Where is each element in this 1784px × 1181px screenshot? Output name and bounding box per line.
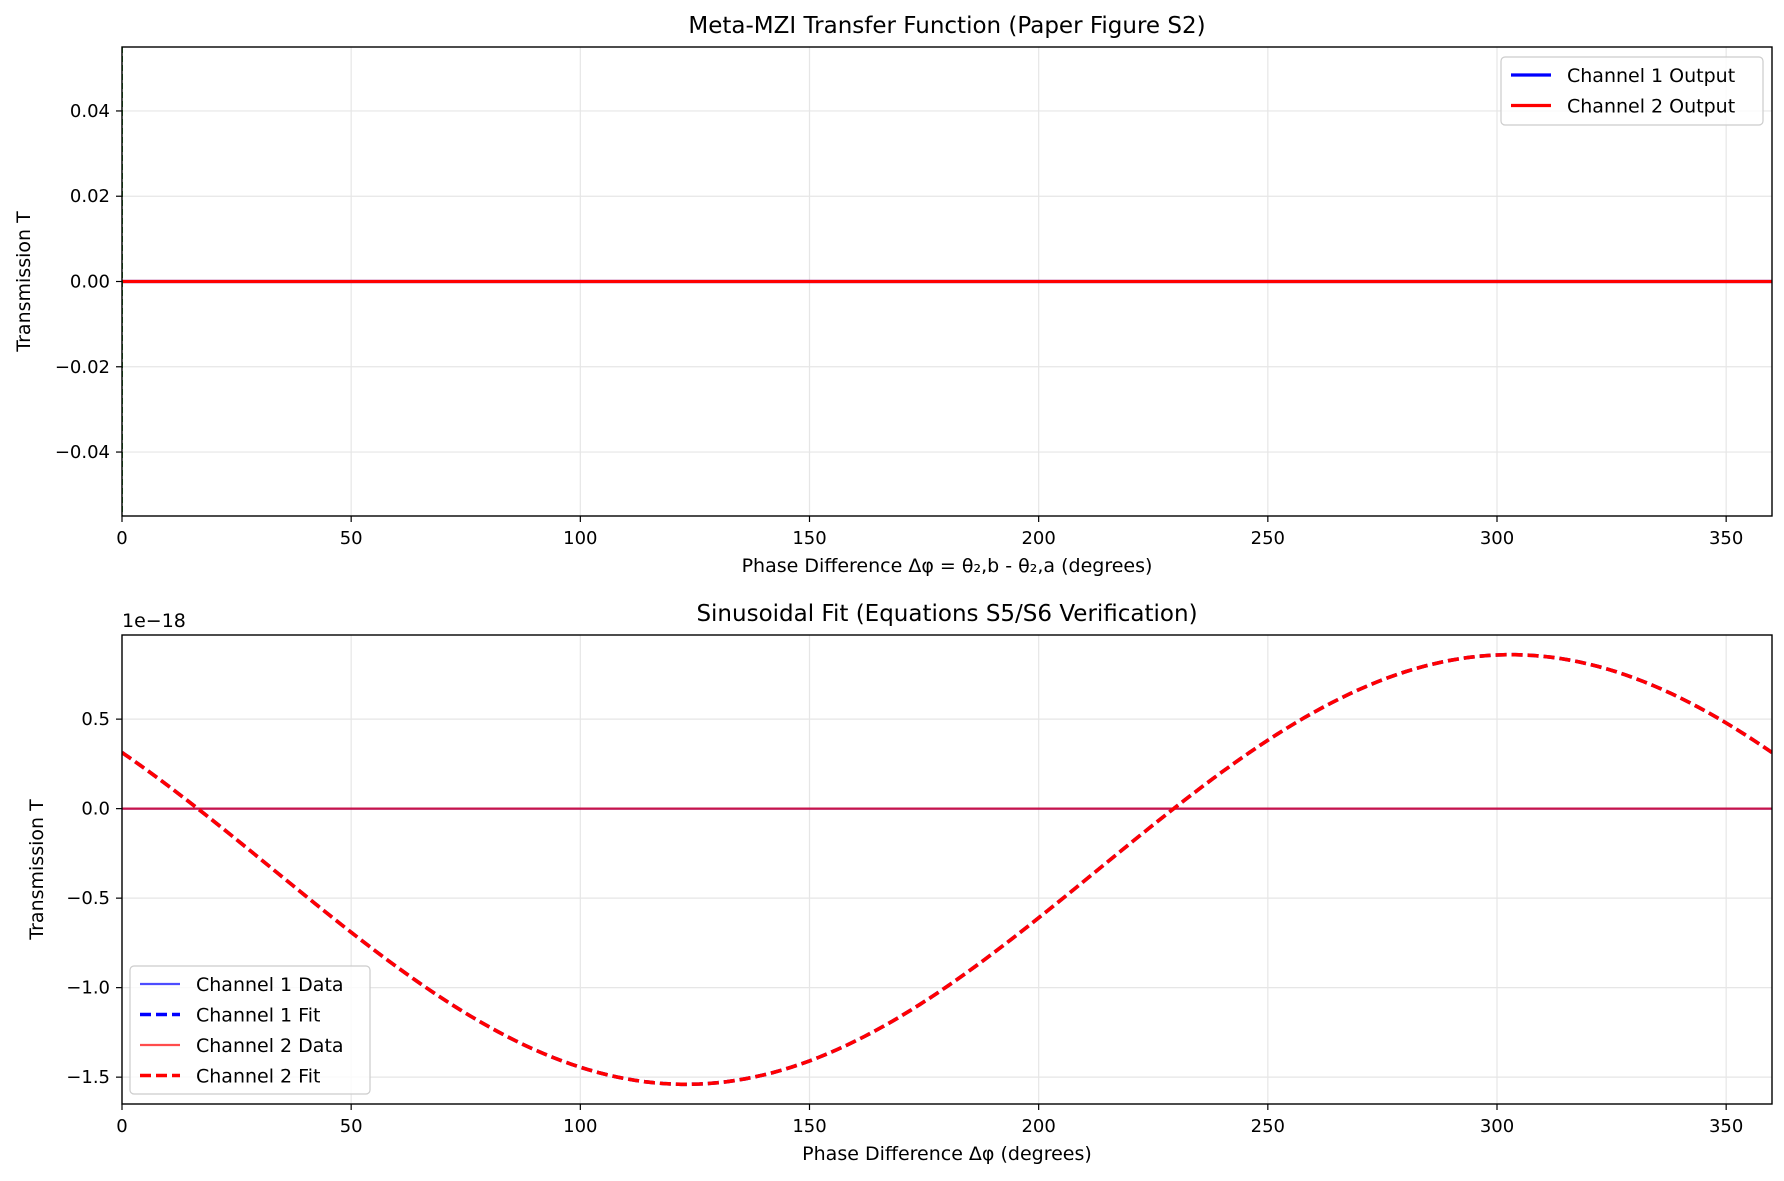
legend-label-4: Channel 2 Fit — [196, 1066, 320, 1088]
x-tick-label: 50 — [340, 1116, 363, 1137]
legend-box — [1500, 56, 1764, 126]
legend-label-2: Channel 2 Output — [1567, 96, 1735, 118]
x-tick-label: 300 — [1480, 1116, 1514, 1137]
legend-label-2: Channel 1 Fit — [196, 1005, 320, 1027]
legend: Channel 1 Data Channel 1 Fit Channel 2 Dat… — [129, 965, 371, 1095]
x-tick-label: 0 — [116, 528, 127, 549]
x-tick-label: 150 — [792, 528, 826, 549]
y-tick-label: −1.5 — [66, 1067, 110, 1088]
x-tick-label: 150 — [792, 1116, 826, 1137]
x-tick-label: 300 — [1480, 528, 1514, 549]
legend-label-1: Channel 1 Output — [1567, 65, 1735, 87]
series-group — [122, 47, 1772, 516]
x-tick-label: 250 — [1251, 528, 1285, 549]
axes-frame — [121, 634, 1773, 1105]
x-tick-label: 350 — [1709, 1116, 1743, 1137]
x-tick-label: 0 — [116, 1116, 127, 1137]
y-tick-label: 0.0 — [81, 799, 110, 820]
y-tick-label: 0.5 — [81, 709, 110, 730]
y-axis-offset-text: 1e−18 — [122, 610, 186, 632]
chart-title: Meta-MZI Transfer Function (Paper Figure… — [688, 13, 1205, 39]
x-tick-label: 350 — [1709, 528, 1743, 549]
x-tick-label: 50 — [340, 528, 363, 549]
y-tick-label: −0.02 — [55, 357, 110, 378]
y-tick-label: −0.5 — [66, 888, 110, 909]
x-tick-label: 100 — [563, 528, 597, 549]
x-tick-label: 250 — [1251, 1116, 1285, 1137]
chart-panel-2: 0 50 100 150 200 250 300 350 −1.5 −1.0 −0.5 0.0 0.5 S… — [26, 601, 1773, 1165]
series-line-4 — [122, 652, 1772, 1087]
chart-title: Sinusoidal Fit (Equations S5/S6 Verifica… — [696, 601, 1197, 627]
legend: Channel 1 Output Channel 2 Output — [1500, 56, 1764, 126]
legend-label-3: Channel 2 Data — [196, 1035, 344, 1057]
series-group — [122, 652, 1772, 1087]
legend-box — [129, 965, 371, 1095]
y-axis-label: Transmission T — [26, 799, 48, 941]
chart-panel-1: 0 50 100 150 200 250 300 350 −0.04 −0.02 0.00 0.02 0… — [13, 13, 1773, 577]
y-tick-label: −1.0 — [66, 978, 110, 999]
y-tick-label: 0.02 — [70, 186, 110, 207]
legend-label-1: Channel 1 Data — [196, 974, 344, 996]
y-axis-label: Transmission T — [13, 211, 35, 353]
y-tick-label: 0.04 — [70, 101, 110, 122]
x-axis-label: Phase Difference Δφ (degrees) — [802, 1143, 1092, 1165]
x-tick-label: 200 — [1021, 528, 1055, 549]
y-tick-label: 0.00 — [70, 272, 110, 293]
x-tick-label: 100 — [563, 1116, 597, 1137]
x-tick-label: 200 — [1021, 1116, 1055, 1137]
x-axis-label: Phase Difference Δφ = θ₂,b - θ₂,a (degre… — [742, 555, 1153, 577]
y-tick-label: −0.04 — [55, 442, 110, 463]
